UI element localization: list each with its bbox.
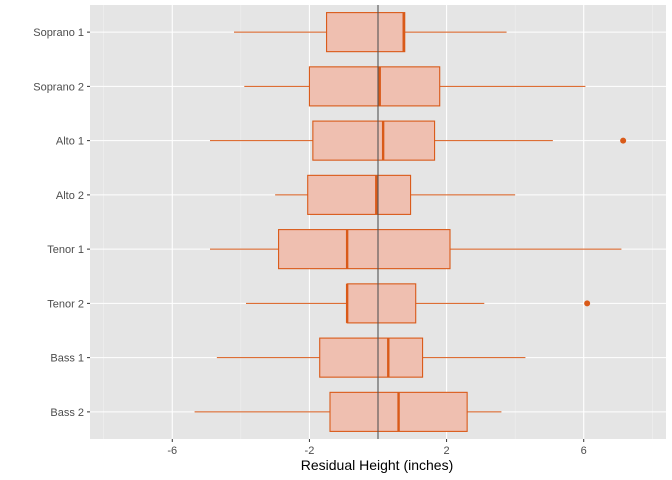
box-iqr — [319, 337, 424, 378]
y-tick-label: Alto 1 — [56, 136, 84, 148]
outlier-point — [584, 300, 591, 307]
box-iqr — [278, 229, 451, 270]
x-tick-label: 2 — [444, 445, 450, 457]
box-soprano-2 — [244, 66, 586, 107]
box-tenor-2 — [246, 283, 591, 324]
x-tick-label: -6 — [167, 445, 177, 457]
box-alto-2 — [275, 174, 516, 215]
box-bass-1 — [216, 337, 526, 378]
box-layer — [194, 5, 627, 439]
box-bass-2 — [194, 391, 502, 432]
x-tick-label: -2 — [305, 445, 315, 457]
axis-layer: Soprano 1 Soprano 2 Alto 1 Alto 2 Tenor 1 Ten… — [33, 27, 587, 457]
box-soprano-1 — [234, 12, 507, 53]
y-tick-label: Tenor 2 — [47, 298, 84, 310]
box-iqr — [346, 283, 417, 324]
y-tick-label: Soprano 1 — [33, 27, 84, 39]
x-tick-label: 6 — [581, 445, 587, 457]
x-axis-title: Residual Height (inches) — [301, 457, 454, 473]
y-tick-label: Soprano 2 — [33, 81, 84, 93]
box-tenor-1 — [210, 229, 622, 270]
box-alto-1 — [210, 120, 627, 161]
box-iqr — [307, 174, 412, 215]
box-iqr — [308, 66, 441, 107]
y-tick-label: Bass 2 — [50, 407, 84, 419]
box-iqr — [326, 12, 406, 53]
y-tick-label: Tenor 1 — [47, 244, 84, 256]
box-iqr — [312, 120, 436, 161]
y-tick-label: Alto 2 — [56, 190, 84, 202]
outlier-point — [620, 137, 627, 144]
y-tick-label: Bass 1 — [50, 353, 84, 365]
